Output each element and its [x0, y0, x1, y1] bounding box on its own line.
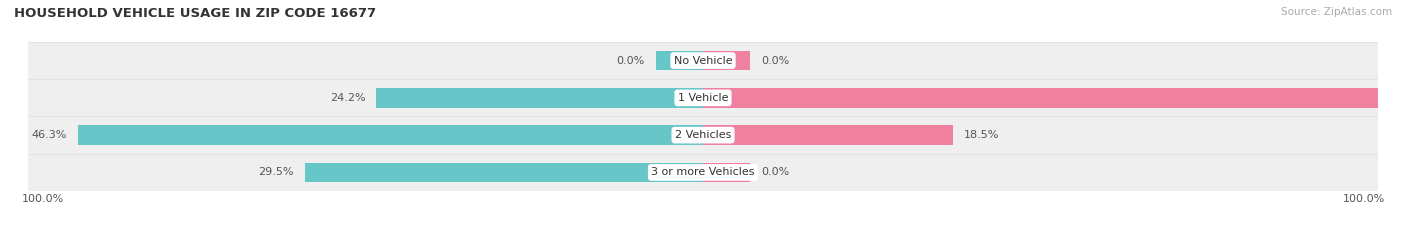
Text: Source: ZipAtlas.com: Source: ZipAtlas.com	[1281, 7, 1392, 17]
Bar	[655, 51, 703, 70]
Text: 100.0%: 100.0%	[1343, 194, 1385, 204]
Bar	[377, 88, 703, 108]
Bar	[703, 125, 953, 145]
Text: 18.5%: 18.5%	[963, 130, 998, 140]
Bar	[305, 163, 703, 182]
Text: 3 or more Vehicles: 3 or more Vehicles	[651, 168, 755, 177]
Text: 0.0%: 0.0%	[761, 168, 789, 177]
Bar	[28, 116, 1378, 154]
Text: HOUSEHOLD VEHICLE USAGE IN ZIP CODE 16677: HOUSEHOLD VEHICLE USAGE IN ZIP CODE 1667…	[14, 7, 377, 20]
Text: 1 Vehicle: 1 Vehicle	[678, 93, 728, 103]
Text: 100.0%: 100.0%	[21, 194, 63, 204]
Bar	[79, 125, 703, 145]
Text: 46.3%: 46.3%	[32, 130, 67, 140]
Text: 2 Vehicles: 2 Vehicles	[675, 130, 731, 140]
Bar	[703, 51, 751, 70]
Text: 29.5%: 29.5%	[259, 168, 294, 177]
Bar	[703, 163, 751, 182]
Text: No Vehicle: No Vehicle	[673, 56, 733, 65]
Bar	[703, 88, 1406, 108]
Text: 0.0%: 0.0%	[617, 56, 645, 65]
Bar	[28, 154, 1378, 191]
Text: 24.2%: 24.2%	[330, 93, 366, 103]
Bar	[28, 79, 1378, 116]
Bar	[28, 42, 1378, 79]
Text: 0.0%: 0.0%	[761, 56, 789, 65]
